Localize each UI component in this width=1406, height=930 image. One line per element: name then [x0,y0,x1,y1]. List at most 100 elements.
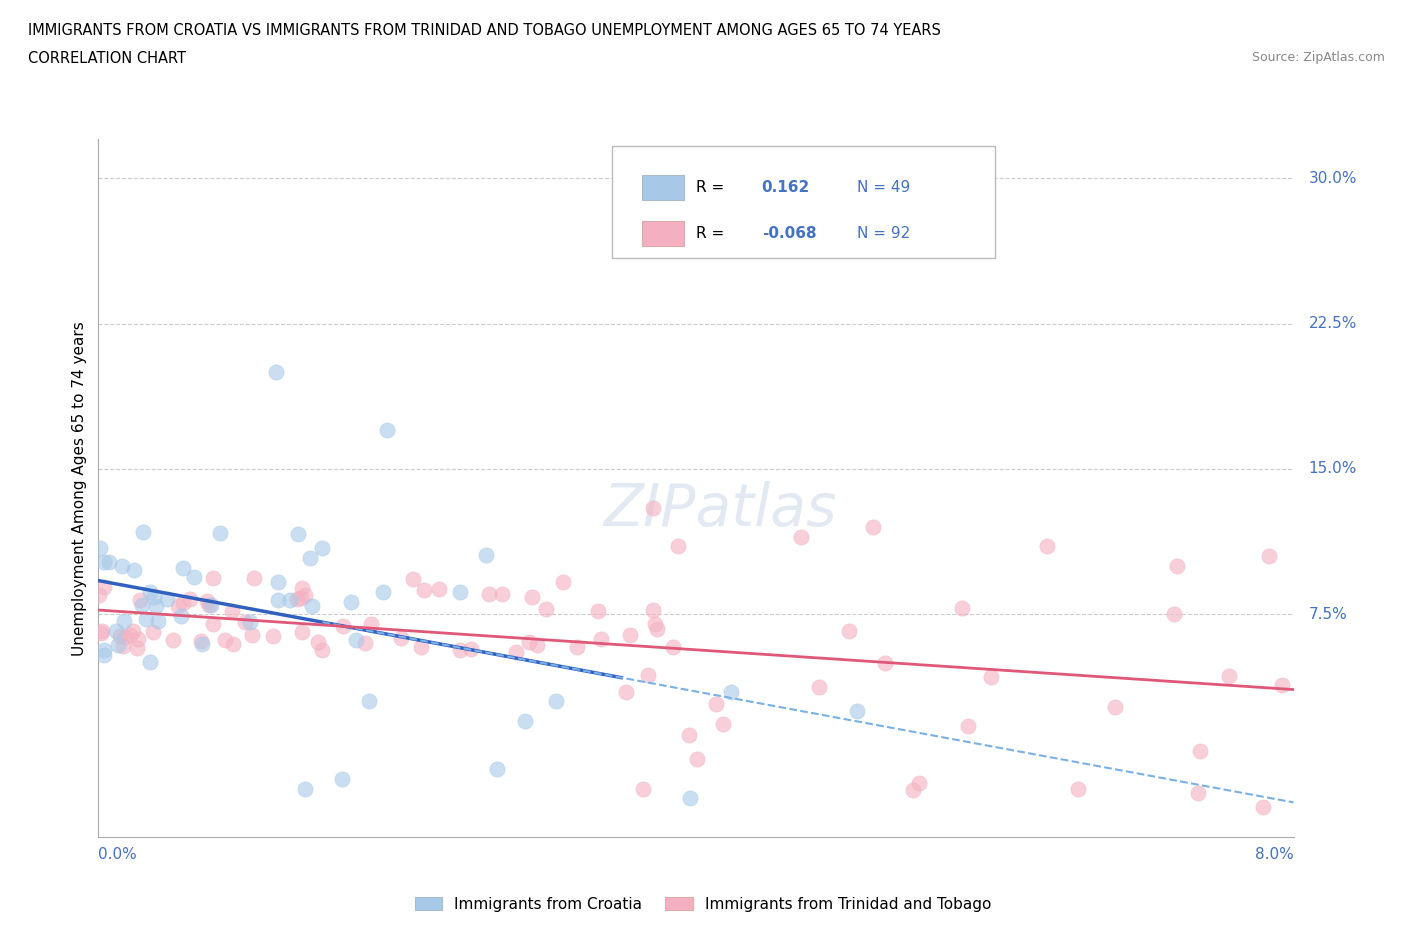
Point [142,590,165,604]
Point [720,684,742,699]
Point [112,613,135,628]
Point [838,624,860,639]
Point [515,713,537,728]
Text: 0.162: 0.162 [762,180,810,195]
Point [614,684,637,699]
Point [862,520,884,535]
Point [311,643,333,658]
Text: N = 49: N = 49 [858,180,911,195]
Point [122,563,145,578]
Text: CORRELATION CHART: CORRELATION CHART [28,51,186,66]
Point [156,591,179,606]
Point [214,633,236,648]
Point [221,604,243,618]
Point [266,592,288,607]
Point [686,752,709,767]
Point [110,628,132,643]
Text: 8.0%: 8.0% [1254,846,1294,862]
Point [354,636,377,651]
Point [1251,799,1274,814]
Point [373,584,395,599]
Point [449,643,471,658]
Point [170,608,193,623]
Text: ZIPatlas: ZIPatlas [603,481,837,538]
Point [565,640,588,655]
Point [546,694,568,709]
Point [645,622,668,637]
Point [1035,539,1057,554]
Point [553,575,575,590]
Point [950,601,973,616]
Point [262,628,284,643]
Point [409,639,432,654]
Point [114,630,136,644]
Point [135,611,157,626]
Point [661,639,683,654]
Point [330,772,353,787]
Point [704,697,727,711]
Point [105,623,128,638]
Point [1258,549,1281,564]
Point [413,582,436,597]
Point [298,550,321,565]
Point [517,635,540,650]
Point [679,790,702,805]
Point [360,617,382,631]
Point [294,588,316,603]
Point [980,670,1002,684]
Point [307,634,329,649]
Point [534,602,557,617]
Point [808,680,831,695]
Point [631,781,654,796]
Point [125,640,148,655]
Text: R =: R = [696,226,724,241]
FancyBboxPatch shape [612,147,994,259]
Point [389,631,412,645]
Point [520,590,543,604]
Point [111,559,134,574]
Bar [643,176,683,200]
Point [129,592,152,607]
Point [340,594,363,609]
Point [200,598,222,613]
Point [243,571,266,586]
Point [120,628,142,643]
Point [89,588,111,603]
Point [294,781,316,796]
Text: 0.0%: 0.0% [98,846,138,862]
Point [201,617,224,631]
Point [478,587,501,602]
Point [901,783,924,798]
Point [280,592,302,607]
Point [222,637,245,652]
Point [846,704,869,719]
Point [475,547,498,562]
Point [179,591,201,606]
Point [287,527,309,542]
Point [344,632,367,647]
Point [1218,669,1240,684]
Point [132,525,155,539]
Point [287,591,309,606]
Point [485,762,508,777]
Point [127,631,149,646]
Point [142,625,165,640]
Point [711,716,734,731]
Point [239,615,262,630]
Text: 7.5%: 7.5% [1309,606,1347,621]
Point [172,561,194,576]
Point [93,643,115,658]
Text: 30.0%: 30.0% [1309,171,1357,186]
Point [107,637,129,652]
Point [637,668,659,683]
Point [264,365,287,379]
Point [619,628,641,643]
Point [401,572,423,587]
Point [644,617,666,631]
Point [586,604,609,618]
Point [589,631,612,646]
Point [875,656,897,671]
Point [311,541,333,556]
Y-axis label: Unemployment Among Ages 65 to 74 years: Unemployment Among Ages 65 to 74 years [72,321,87,656]
Text: Source: ZipAtlas.com: Source: ZipAtlas.com [1251,51,1385,64]
